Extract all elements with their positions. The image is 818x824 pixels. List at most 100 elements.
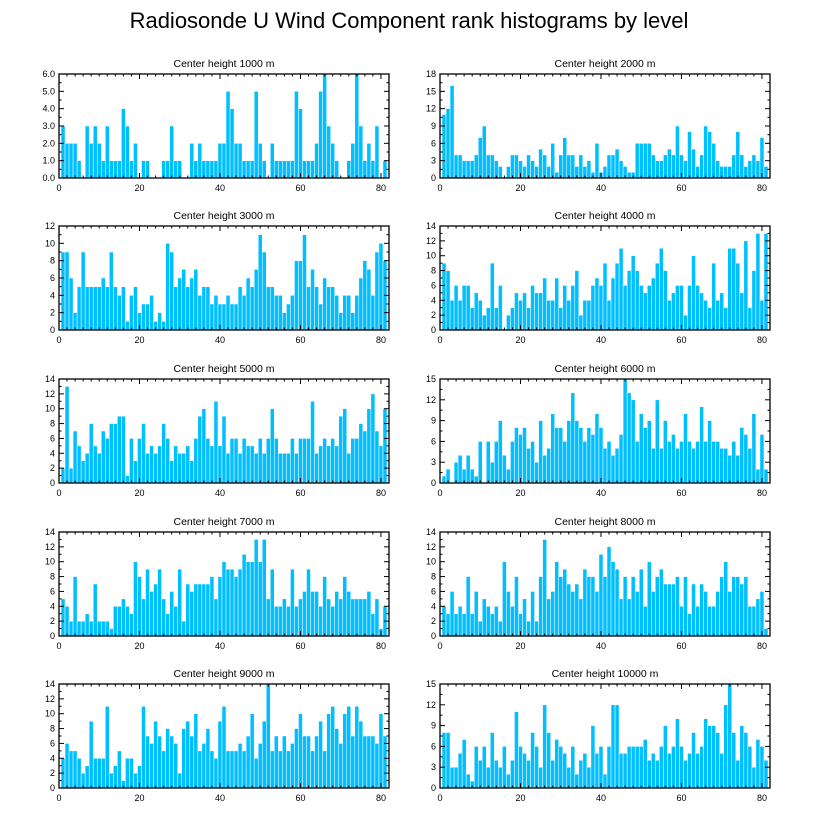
histogram-bar: [253, 269, 259, 331]
histogram-bar: [506, 166, 511, 179]
histogram-bar: [514, 292, 519, 331]
histogram-bar: [449, 85, 455, 179]
histogram-bar: [647, 285, 652, 331]
histogram-bar: [457, 753, 463, 789]
histogram-bar: [727, 248, 733, 331]
histogram-bar: [290, 568, 295, 637]
histogram-bar: [538, 576, 543, 637]
histogram-bar: [370, 613, 376, 637]
histogram-bar: [350, 143, 356, 179]
histogram-bar: [96, 758, 102, 789]
histogram-bar: [514, 427, 519, 484]
histogram-bar: [550, 591, 555, 637]
histogram-bar: [286, 453, 291, 484]
histogram-bar: [703, 441, 708, 484]
histogram-bar: [88, 720, 94, 789]
histogram-bar: [510, 760, 515, 789]
histogram-bar: [117, 750, 122, 789]
histogram-bar: [378, 243, 384, 331]
y-tick-label: 15: [426, 86, 436, 96]
histogram-bar: [302, 735, 307, 789]
histogram-bar: [217, 576, 223, 637]
histogram-bar: [290, 160, 295, 179]
histogram-bar: [538, 292, 543, 331]
histogram-bar: [715, 732, 720, 789]
histogram-bar: [699, 406, 704, 484]
histogram-bar: [173, 160, 178, 179]
histogram-bar: [727, 591, 733, 637]
histogram-bar: [101, 620, 106, 637]
x-tick-label: 40: [596, 335, 606, 345]
histogram-bar: [590, 576, 596, 637]
histogram-bar: [310, 401, 315, 484]
histogram-bar: [449, 591, 455, 637]
histogram-bar: [510, 307, 515, 331]
histogram-bar: [739, 725, 745, 789]
histogram-bar: [490, 154, 495, 179]
histogram-bar: [642, 292, 648, 331]
histogram-bar: [610, 455, 616, 484]
histogram-bar: [663, 725, 668, 789]
histogram-bar: [735, 131, 741, 179]
histogram-bar: [490, 613, 495, 637]
histogram-bar: [197, 583, 203, 637]
histogram-bar: [366, 591, 372, 637]
histogram-bar: [286, 160, 291, 179]
histogram-bar: [274, 606, 279, 637]
histogram-bar: [72, 750, 78, 789]
histogram-bar: [266, 683, 271, 789]
histogram-bar: [354, 598, 360, 637]
histogram-bar: [526, 448, 531, 484]
y-tick-label: 4: [50, 448, 55, 458]
histogram-bar: [201, 408, 207, 484]
histogram-panel: Center height 1000 m 0 20 40 60 80 0.0 1.0 2.0 3.…: [42, 58, 390, 193]
y-tick-label: 0: [50, 783, 55, 793]
histogram-bar: [274, 295, 279, 331]
histogram-bar: [366, 408, 372, 484]
histogram-bar: [318, 303, 323, 331]
histogram-bar: [185, 720, 191, 789]
histogram-bar: [96, 143, 102, 179]
y-tick-label: 9: [431, 721, 436, 731]
histogram-bar: [306, 568, 311, 637]
histogram-bar: [342, 408, 347, 484]
histogram-bar: [542, 154, 547, 179]
histogram-bar: [129, 758, 134, 789]
x-tick-label: 40: [215, 488, 225, 498]
histogram-bar: [731, 154, 737, 179]
histogram-bar: [261, 251, 267, 331]
histogram-bar: [213, 598, 219, 637]
histogram-bar: [334, 295, 339, 331]
histogram-bar: [358, 598, 364, 637]
histogram-bar: [133, 143, 138, 179]
histogram-bar: [739, 583, 745, 637]
histogram-bar: [570, 746, 576, 789]
histogram-bar: [113, 423, 118, 484]
histogram-bar: [60, 125, 66, 179]
histogram-bar: [703, 300, 708, 331]
x-tick-label: 0: [437, 641, 442, 651]
histogram-bar: [578, 154, 584, 179]
histogram-bar: [707, 307, 712, 331]
histogram-bar: [310, 591, 315, 637]
histogram-bar: [469, 160, 475, 179]
histogram-bar: [101, 430, 106, 484]
histogram-bar: [129, 613, 134, 637]
y-tick-label: 4: [50, 753, 55, 763]
histogram-bar: [522, 753, 527, 789]
histogram-bar: [747, 307, 753, 331]
histogram-bar: [630, 399, 636, 484]
histogram-bar: [334, 591, 339, 637]
histogram-bar: [245, 277, 251, 331]
histogram-bar: [145, 735, 150, 789]
histogram-bar: [68, 143, 74, 179]
histogram-bar: [691, 583, 696, 637]
histogram-bar: [233, 303, 239, 331]
histogram-bar: [683, 413, 688, 484]
histogram-bar: [651, 753, 656, 789]
histogram-bar: [245, 561, 251, 637]
x-tick-label: 60: [676, 641, 686, 651]
histogram-bar: [755, 739, 761, 789]
histogram-bar: [237, 568, 243, 637]
histogram-bar: [618, 434, 624, 484]
